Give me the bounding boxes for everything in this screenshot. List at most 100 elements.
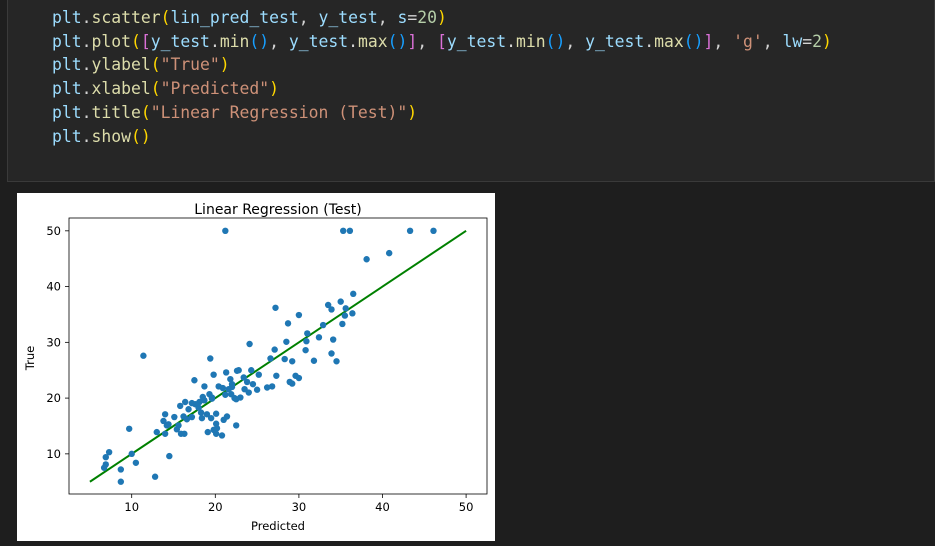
scatter-point [176, 402, 184, 410]
scatter-point [246, 340, 253, 348]
scatter-point [289, 358, 296, 365]
scatter-point [255, 371, 262, 378]
scatter-point [350, 290, 357, 298]
scatter-point [333, 358, 340, 365]
scatter-point [166, 452, 173, 460]
scatter-point [100, 464, 108, 471]
y-tick-label: 10 [46, 447, 61, 461]
scatter-point [249, 380, 257, 388]
scatter-point [102, 454, 109, 461]
scatter-point [263, 384, 271, 391]
x-axis-label: Predicted [251, 519, 305, 533]
plot-output: Linear Regression (Test) Predicted True … [17, 193, 495, 541]
scatter-point [225, 385, 232, 393]
scatter-point [340, 227, 347, 235]
scatter-point [328, 306, 335, 313]
scatter-point [222, 227, 229, 235]
scatter-point [341, 312, 349, 319]
x-tick-label: 40 [375, 500, 390, 514]
scatter-point [181, 430, 188, 437]
code-line: plt.ylabel("True") [52, 55, 230, 75]
scatter-point [302, 346, 309, 354]
scatter-point [281, 355, 288, 363]
scatter-point [161, 411, 169, 418]
scatter-point [295, 374, 303, 382]
scatter-point [212, 410, 220, 417]
scatter-point [153, 428, 160, 436]
scatter-point [203, 411, 211, 418]
scatter-point [237, 394, 244, 401]
scatter-point [204, 428, 211, 436]
axis-ticks: 10 20 30 40 50 10 20 30 40 50 [46, 224, 473, 514]
scatter-point [271, 346, 278, 353]
scatter-point [267, 355, 274, 362]
scatter-point [128, 450, 135, 458]
scatter-point [185, 406, 192, 413]
scatter-point [253, 386, 261, 393]
scatter-point [329, 336, 337, 343]
code-editor[interactable]: plt.scatter(lin_pred_test, y_test, s=20)… [52, 6, 832, 148]
scatter-point [272, 304, 279, 311]
scatter-point [207, 414, 215, 422]
reference-line-layer [89, 229, 467, 483]
scatter-point [183, 416, 191, 423]
scatter-point [207, 355, 214, 362]
scatter-point [125, 425, 133, 432]
scatter-point [227, 375, 234, 383]
code-line: plt.scatter(lin_pred_test, y_test, s=20) [52, 8, 447, 27]
y-tick-label: 20 [46, 391, 61, 405]
code-line: plt.title("Linear Regression (Test)") [52, 102, 418, 122]
scatter-point [197, 409, 205, 416]
y-tick-label: 40 [46, 280, 61, 294]
scatter-point [198, 414, 206, 422]
scatter-point [210, 371, 217, 378]
scatter-point [171, 413, 178, 421]
scatter-point [201, 397, 208, 404]
scatter-point [212, 430, 220, 437]
scatter-point [406, 227, 414, 235]
scatter-point [286, 378, 293, 386]
scatter-point [105, 448, 113, 456]
scatter-point [349, 310, 356, 317]
scatter-point [295, 311, 303, 319]
scatter-point [182, 398, 189, 406]
scatter-point [339, 320, 346, 328]
scatter-point [117, 478, 125, 485]
scatter-point [363, 256, 370, 263]
scatter-point [215, 383, 222, 390]
scatter-point [233, 422, 240, 429]
plot-frame [68, 217, 488, 495]
scatter-point [140, 352, 147, 359]
scatter-point [160, 417, 167, 425]
scatter-point [201, 383, 208, 390]
scatter-point [151, 473, 159, 480]
scatter-point [430, 227, 437, 235]
scatter-point [117, 466, 125, 473]
x-tick-label: 50 [459, 500, 474, 514]
scatter-point [248, 367, 255, 374]
code-line: plt.plot([y_test.min(), y_test.max()], [… [52, 31, 832, 51]
scatter-point [385, 249, 393, 257]
scatter-point [243, 378, 251, 386]
chart-title: Linear Regression (Test) [194, 202, 361, 218]
scatter-point [284, 320, 292, 327]
scatter-point [222, 369, 230, 376]
scatter-point [218, 432, 226, 439]
scatter-point [222, 391, 229, 398]
scatter-point [328, 350, 335, 357]
scatter-point [240, 374, 247, 381]
scatter-points [100, 227, 437, 485]
scatter-point [161, 430, 169, 437]
scatter-point [337, 298, 344, 305]
y-axis-label: True [23, 346, 37, 371]
code-line: plt.show() [52, 126, 151, 146]
code-cell[interactable]: plt.scatter(lin_pred_test, y_test, s=20)… [7, 0, 935, 182]
x-tick-label: 10 [124, 500, 139, 514]
scatter-point [283, 338, 290, 345]
scatter-point [268, 383, 276, 390]
x-tick-label: 20 [208, 500, 223, 514]
scatter-point [195, 404, 202, 411]
scatter-point [315, 334, 323, 341]
scatter-point [223, 413, 231, 420]
scatter-point [165, 421, 172, 428]
